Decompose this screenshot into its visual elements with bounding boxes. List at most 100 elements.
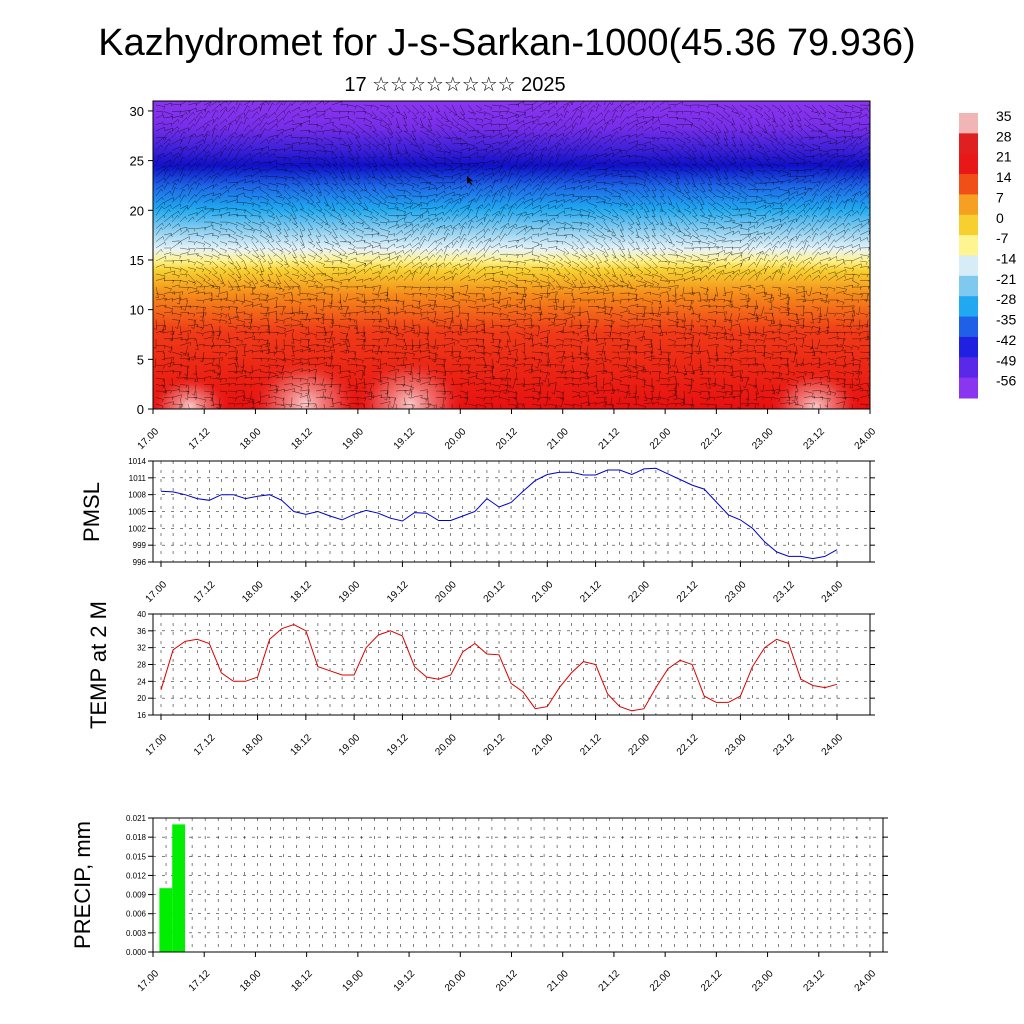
wind-barb — [195, 338, 199, 350]
wind-barb — [763, 253, 770, 262]
wind-barb — [331, 176, 338, 186]
wind-barb — [251, 106, 261, 112]
wind-barb — [499, 214, 506, 223]
wind-barb — [755, 332, 767, 338]
wind-barb — [163, 181, 171, 190]
wind-barb — [563, 207, 573, 211]
wind-barb — [515, 267, 524, 272]
wind-barb — [579, 382, 590, 386]
wind-barb — [431, 338, 437, 350]
wind-barb — [715, 215, 724, 221]
wind-barb — [683, 221, 690, 230]
wind-barb — [515, 244, 523, 249]
wind-barb — [723, 150, 730, 158]
wind-barb — [171, 203, 182, 210]
wind-barb — [339, 137, 347, 145]
wind-barb — [571, 228, 581, 232]
wind-barb — [411, 202, 421, 208]
wind-barb — [387, 176, 397, 183]
wind-barb — [171, 364, 183, 368]
wind-barb — [763, 176, 771, 182]
wind-barb — [667, 221, 677, 230]
wind-barb — [387, 357, 399, 361]
wind-barb — [555, 280, 562, 290]
wind-barb — [827, 164, 835, 171]
wind-barb — [403, 124, 409, 132]
wind-barb — [379, 124, 390, 132]
wind-barb — [611, 169, 620, 174]
wind-barb — [818, 306, 822, 318]
wind-barb — [667, 111, 678, 115]
wind-barb — [435, 286, 446, 291]
wind-barb — [491, 312, 502, 318]
wind-barb — [339, 189, 347, 199]
wind-barb — [771, 195, 780, 200]
wind-barb — [490, 319, 494, 329]
wind-barb — [395, 217, 405, 223]
wind-barb — [267, 137, 275, 145]
wind-barb — [355, 268, 366, 275]
wind-barb — [419, 381, 430, 385]
wind-barb — [787, 218, 797, 223]
wind-barb — [363, 261, 373, 268]
wind-barb — [675, 402, 686, 406]
wind-barb — [539, 351, 549, 357]
wind-barb — [855, 364, 861, 375]
wind-barb — [859, 201, 866, 210]
wind-barb — [491, 266, 501, 270]
wind-barb — [627, 375, 638, 379]
wind-barb — [673, 377, 677, 390]
wind-barb — [667, 247, 678, 255]
wind-barb — [179, 236, 190, 242]
wind-barb — [707, 130, 717, 138]
wind-barb — [785, 364, 789, 376]
wind-barb — [523, 364, 533, 368]
wind-barb — [155, 196, 164, 203]
wind-barb — [331, 254, 343, 262]
wind-barb — [739, 169, 750, 177]
wind-barb — [339, 195, 349, 204]
wind-barb — [699, 286, 709, 293]
wind-barb — [259, 215, 266, 224]
wind-barb — [523, 152, 532, 158]
wind-barb — [483, 213, 490, 223]
wind-barb — [289, 306, 294, 314]
wind-barb — [275, 293, 286, 298]
wind-barb — [547, 305, 556, 309]
wind-barb — [611, 208, 619, 217]
wind-barb — [459, 249, 468, 255]
wind-barb — [619, 338, 631, 343]
wind-barb — [547, 254, 556, 260]
wind-barb — [659, 130, 668, 135]
wind-barb — [851, 263, 862, 268]
wind-barb — [483, 266, 494, 270]
wind-barb — [307, 182, 316, 191]
wind-barb — [315, 208, 326, 217]
wind-barb — [211, 254, 220, 261]
wind-barb — [651, 126, 661, 132]
wind-barb — [715, 208, 724, 216]
wind-barb — [339, 272, 348, 276]
wind-barb — [626, 384, 630, 392]
wind-barb — [331, 247, 342, 256]
wind-barb — [731, 224, 742, 229]
wind-barb — [155, 241, 166, 249]
wind-barb — [579, 241, 585, 249]
wind-barb — [611, 202, 622, 208]
wind-barb — [835, 159, 844, 164]
wind-barb — [835, 130, 846, 134]
wind-barb — [187, 107, 197, 112]
wind-barb — [435, 377, 447, 382]
wind-barb — [819, 188, 829, 197]
wind-barb — [194, 371, 198, 382]
wind-barb — [539, 148, 546, 158]
wind-barb — [811, 184, 819, 190]
wind-barb — [371, 111, 378, 119]
wind-barb — [179, 267, 189, 274]
wind-barb — [451, 235, 461, 242]
wind-barb — [347, 364, 358, 368]
wind-barb — [490, 371, 494, 380]
wind-barb — [539, 345, 549, 350]
wind-barb — [155, 205, 164, 216]
wind-barb — [291, 137, 303, 142]
